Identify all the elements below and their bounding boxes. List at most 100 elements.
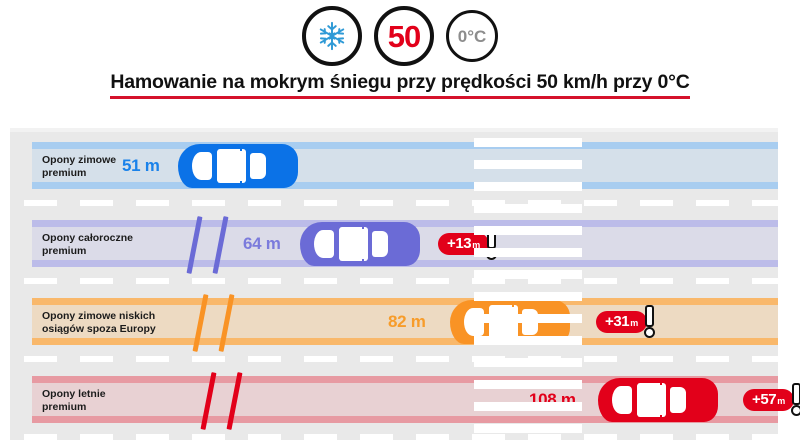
lane-dash bbox=[24, 200, 57, 206]
lane-dash bbox=[360, 278, 393, 284]
tyre-type-label: Opony zimowe niskich osiągów spoza Europy bbox=[42, 310, 156, 336]
lane-dash bbox=[192, 356, 225, 362]
car-windshield bbox=[612, 386, 632, 414]
lane-dash bbox=[136, 434, 169, 440]
chart-row: Opony zimowe niskich osiągów spoza Europy… bbox=[10, 288, 785, 366]
car-rear-window bbox=[250, 153, 266, 179]
lane-dash bbox=[136, 278, 169, 284]
lane-dash bbox=[696, 200, 729, 206]
break-slash bbox=[212, 216, 229, 274]
lane-dash bbox=[304, 200, 337, 206]
road-top-edge bbox=[10, 128, 778, 132]
car-rear-window bbox=[670, 387, 686, 413]
lane-dash bbox=[304, 356, 337, 362]
lane-dash bbox=[248, 434, 281, 440]
extra-distance-unit: m bbox=[472, 240, 481, 250]
crossing-stripe bbox=[474, 182, 582, 191]
snowflake-icon bbox=[319, 21, 345, 51]
braking-distance-value: 64 m bbox=[243, 234, 281, 253]
lane-dash bbox=[752, 278, 785, 284]
lane-edge-line bbox=[32, 416, 778, 423]
distance-break-marks bbox=[200, 372, 266, 430]
car-seam-top bbox=[660, 378, 662, 385]
lane-edge-line bbox=[32, 142, 778, 149]
extra-distance-value: +13 bbox=[447, 235, 472, 252]
crossing-stripe bbox=[474, 270, 582, 279]
crossing-stripe bbox=[474, 380, 582, 389]
lane-dash bbox=[248, 278, 281, 284]
lane-dash bbox=[24, 278, 57, 284]
exclamation-dot bbox=[644, 327, 656, 338]
extra-distance-value: +57 bbox=[752, 391, 777, 408]
lane-dash bbox=[528, 278, 561, 284]
crossing-stripe bbox=[474, 402, 582, 411]
car-mirror-left bbox=[208, 146, 218, 151]
car-mirror-left bbox=[330, 224, 340, 229]
lane-dash bbox=[752, 356, 785, 362]
lane-dash bbox=[24, 434, 57, 440]
speed-value: 50 bbox=[387, 18, 421, 54]
lane-dash bbox=[248, 356, 281, 362]
car-mirror-right bbox=[208, 181, 218, 186]
crossing-stripe bbox=[474, 424, 582, 433]
braking-distance-value: 51 m bbox=[122, 156, 160, 175]
warning-exclamation-icon bbox=[643, 305, 656, 339]
car-windshield bbox=[192, 152, 212, 180]
lane-dash bbox=[136, 200, 169, 206]
lane-dash bbox=[416, 356, 449, 362]
distance-break-marks bbox=[192, 294, 258, 352]
car-windshield bbox=[314, 230, 334, 258]
car-roof bbox=[217, 149, 246, 183]
car-mirror-left bbox=[480, 302, 490, 307]
car-roof bbox=[637, 383, 666, 417]
lane-dash bbox=[528, 200, 561, 206]
crossing-stripe bbox=[474, 336, 582, 345]
title-underline bbox=[110, 96, 690, 100]
lane-dash bbox=[136, 356, 169, 362]
title-block: Hamowanie na mokrym śniegu przy prędkośc… bbox=[0, 71, 800, 104]
lane-fill bbox=[32, 149, 778, 182]
lane-dash bbox=[584, 356, 617, 362]
car-rear-window bbox=[372, 231, 388, 257]
lane-edge-line bbox=[32, 298, 778, 305]
pedestrian-crossing bbox=[474, 132, 582, 440]
lane-dash bbox=[584, 434, 617, 440]
tyre-type-label: Opony całoroczne premium bbox=[42, 232, 134, 258]
car-seam-bottom bbox=[660, 415, 662, 422]
lane-dash bbox=[192, 434, 225, 440]
car-icon bbox=[178, 144, 298, 188]
lane-dash bbox=[752, 200, 785, 206]
car-roof bbox=[339, 227, 368, 261]
page-title: Hamowanie na mokrym śniegu przy prędkośc… bbox=[108, 71, 691, 104]
lane-dash bbox=[416, 278, 449, 284]
extra-distance-badge: +57 m bbox=[743, 383, 800, 417]
extra-distance-unit: m bbox=[630, 318, 639, 328]
speed-badge: 50 bbox=[374, 6, 434, 66]
lane-dash bbox=[640, 200, 673, 206]
lane-dash bbox=[528, 434, 561, 440]
lane-dash bbox=[24, 356, 57, 362]
lane-dash bbox=[416, 434, 449, 440]
lane-dash bbox=[584, 200, 617, 206]
car-mirror-left bbox=[628, 380, 638, 385]
car-mirror-right bbox=[628, 415, 638, 420]
exclamation-bar bbox=[792, 383, 800, 405]
lane-dash bbox=[360, 434, 393, 440]
crossing-stripe bbox=[474, 358, 582, 367]
crossing-stripe bbox=[474, 226, 582, 235]
extra-distance-pill: +31 m bbox=[596, 311, 648, 333]
temperature-badge: 0°C bbox=[446, 10, 498, 62]
crossing-stripe bbox=[474, 160, 582, 169]
car-seam-top bbox=[512, 300, 514, 307]
lane-dash bbox=[304, 434, 337, 440]
car-mirror-right bbox=[330, 259, 340, 264]
car-seam-top bbox=[362, 222, 364, 229]
lane-dash bbox=[472, 434, 505, 440]
warning-exclamation-icon bbox=[790, 383, 800, 417]
lane-dash bbox=[696, 356, 729, 362]
lane-dash bbox=[248, 200, 281, 206]
lane-dash bbox=[472, 278, 505, 284]
braking-distance-chart: Opony zimowe premium 51 m Opony całoroczne p… bbox=[10, 128, 800, 440]
crossing-stripe bbox=[474, 314, 582, 323]
